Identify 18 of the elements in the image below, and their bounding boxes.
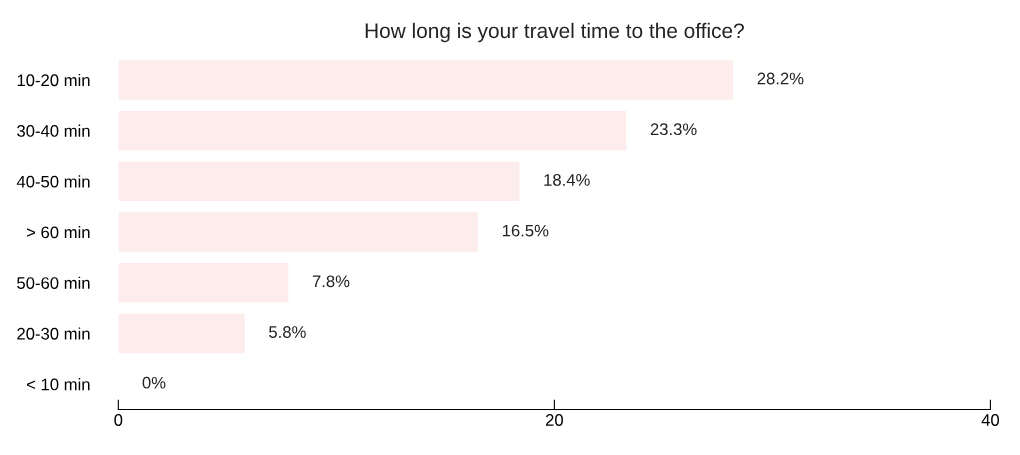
x-tick-label: 20 xyxy=(545,414,563,426)
data-label: 28.2% xyxy=(757,72,804,85)
y-tick-label: > 60 min xyxy=(26,226,90,239)
data-label: 16.5% xyxy=(502,224,549,237)
data-label: 0% xyxy=(142,376,166,389)
y-tick-label: 50-60 min xyxy=(17,276,90,289)
data-label: 5.8% xyxy=(269,326,306,338)
chart-title: How long is your travel time to the office? xyxy=(365,22,744,43)
data-label: 7.8% xyxy=(312,275,350,288)
y-tick-label: 40-50 min xyxy=(16,175,90,188)
data-label: 23.3% xyxy=(650,123,697,136)
x-tick-label: 40 xyxy=(981,414,1000,426)
y-tick-label: 30-40 min xyxy=(17,124,90,137)
y-tick-label: 10-20 min xyxy=(17,73,90,87)
x-tick-label: 0 xyxy=(114,414,123,426)
y-tick-label: 20-30 min xyxy=(17,327,90,340)
y-tick-label: < 10 min xyxy=(26,378,90,391)
data-label: 18.4% xyxy=(544,174,590,186)
